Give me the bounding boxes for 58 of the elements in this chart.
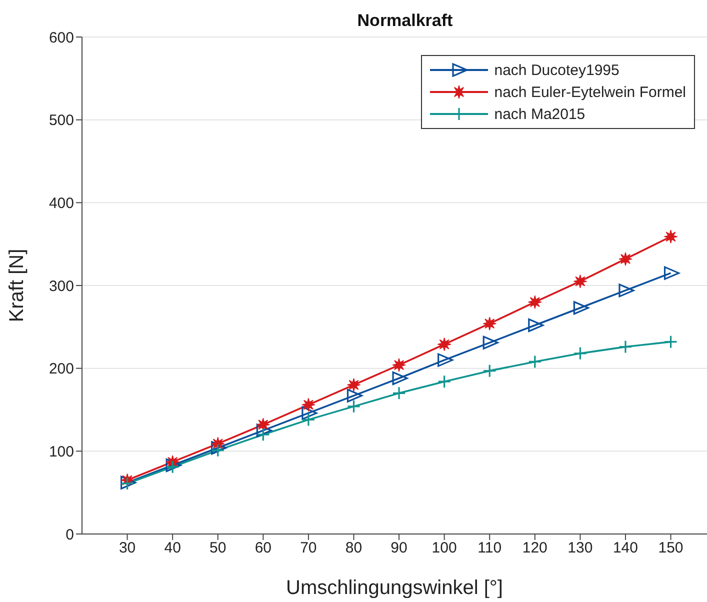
legend-label: nach Euler-Eytelwein Formel: [494, 84, 686, 100]
y-axis-title: Kraft [N]: [6, 248, 28, 322]
point: [528, 318, 544, 332]
point: [573, 274, 588, 288]
x-tick-label: 150: [658, 540, 684, 557]
x-tick-label: 80: [345, 540, 362, 557]
point: [482, 364, 496, 378]
point: [438, 374, 452, 388]
x-tick-label: 130: [568, 540, 593, 557]
point: [302, 406, 318, 420]
x-tick-label: 90: [390, 540, 408, 557]
x-tick-label: 110: [478, 540, 502, 557]
point: [664, 266, 680, 280]
point: [438, 353, 454, 367]
point: [664, 230, 678, 244]
point: [482, 336, 498, 350]
point: [618, 340, 632, 354]
x-axis-title: Umschlingungswinkel [°]: [286, 577, 503, 599]
point: [573, 346, 587, 360]
point: [528, 295, 542, 309]
chart-title: Normalkraft: [357, 11, 454, 30]
point: [256, 418, 270, 432]
y-tick-label: 300: [48, 278, 74, 295]
x-tick-label: 50: [210, 540, 226, 557]
point: [392, 371, 408, 386]
point: [482, 316, 497, 331]
x-tick-label: 30: [118, 540, 136, 557]
point: [211, 441, 227, 455]
point: [618, 252, 632, 266]
point: [346, 400, 361, 414]
point: [392, 386, 406, 400]
legend-label: nach Ducotey1995: [494, 62, 620, 78]
point: [302, 412, 316, 426]
point: [256, 424, 272, 438]
point: [664, 335, 678, 349]
y-tick-label: 500: [48, 112, 74, 130]
x-tick-label: 100: [432, 540, 457, 557]
point: [573, 301, 589, 315]
point: [256, 428, 270, 442]
legend-label: nach Ma2015: [494, 106, 586, 122]
x-tick-label: 40: [164, 540, 181, 557]
x-tick-label: 70: [300, 540, 317, 557]
x-tick-label: 60: [254, 540, 272, 557]
point: [346, 388, 363, 402]
x-tick-label: 120: [522, 540, 548, 557]
point: [528, 354, 542, 369]
point: [211, 444, 225, 458]
point: [346, 378, 361, 392]
y-tick-label: 0: [66, 526, 74, 544]
y-tick-label: 200: [48, 360, 74, 378]
point: [618, 284, 634, 298]
point: [392, 358, 406, 372]
x-tick-label: 140: [612, 540, 638, 557]
y-tick-label: 600: [48, 29, 74, 46]
point: [302, 398, 316, 412]
point: [437, 337, 452, 352]
y-tick-label: 400: [48, 194, 74, 212]
y-tick-label: 100: [48, 443, 74, 460]
